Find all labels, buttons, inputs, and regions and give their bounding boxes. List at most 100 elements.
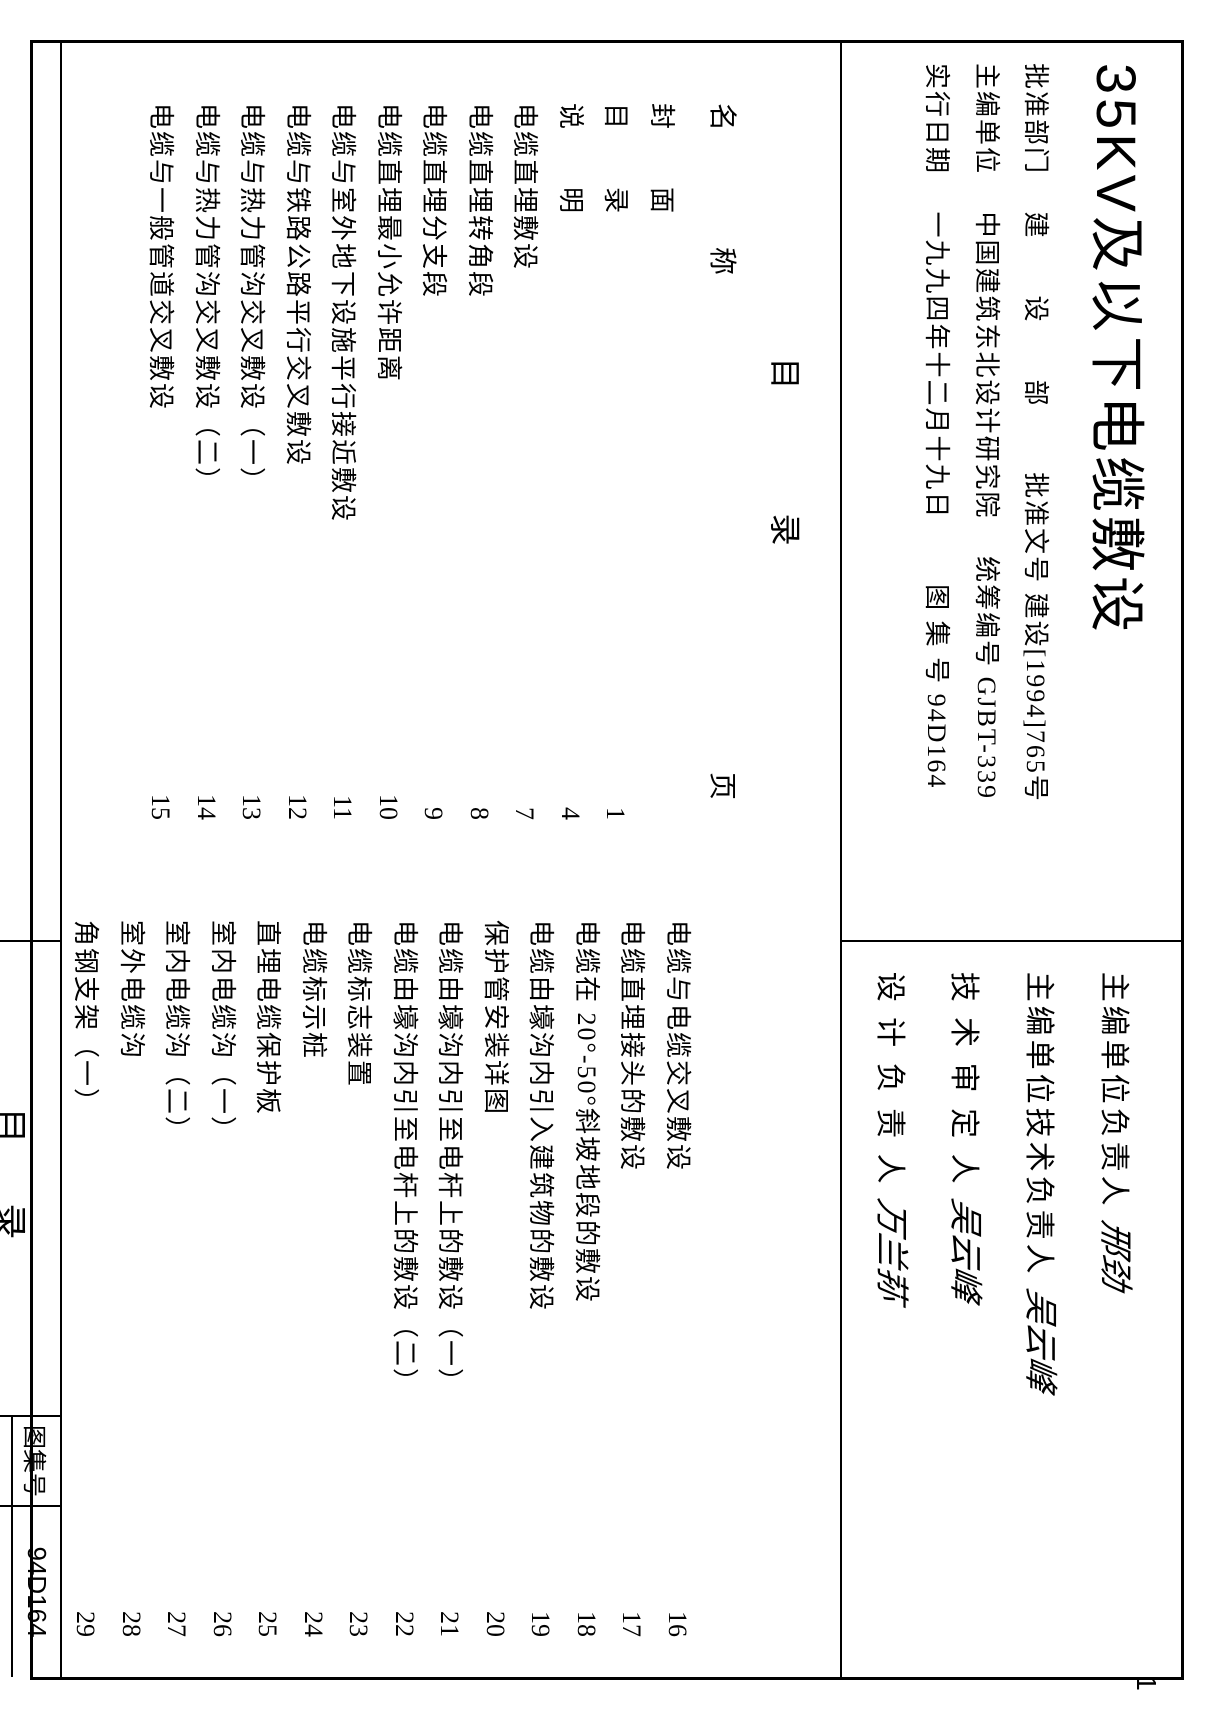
toc-item-label: 电缆由壕沟内引至电杆上的敷设（一） — [427, 920, 473, 1396]
footer-atlas-val: 94D164 — [13, 1507, 60, 1677]
footer-spacer — [0, 43, 60, 942]
toc-left-list: 封 面目 录 1 说 明 4电缆直埋敷设7电缆直埋转角段 8 电缆直埋分支段 9电缆直埋最小… — [138, 103, 684, 820]
toc-item-label: 电缆与一般管道交叉敷设 — [138, 103, 184, 411]
sig3-label: 技 术 审 定 人 — [947, 971, 980, 1187]
approve-no-label: 批准文号 — [1021, 472, 1050, 584]
toc-item-page: 7 — [502, 807, 548, 820]
toc-item-page: 19 — [518, 1611, 564, 1637]
toc-item-page: 14 — [183, 794, 229, 820]
toc-item-label: 封 面 — [638, 103, 684, 215]
approve-dept: 建 设 部 — [1021, 211, 1050, 407]
toc-item-label: 室外电缆沟 — [108, 920, 154, 1060]
toc-row: 电缆标示桩24 — [290, 920, 336, 1637]
toc-item-label: 电缆直埋接头的敷设 — [609, 920, 655, 1172]
toc-item-page: 25 — [245, 1611, 291, 1637]
footer-codes: 图集号 94D164 页 1 — [0, 1417, 60, 1677]
toc-row: 电缆直埋最小允许距离10 — [365, 103, 411, 820]
series-no-label: 统筹编号 — [972, 556, 1001, 668]
outer-page-number: 1 — [1130, 1675, 1162, 1691]
exec-date: 一九九四年十二月十九日 — [922, 211, 951, 519]
sig2-label: 主编单位技术负责人 — [1022, 971, 1055, 1277]
toc-item-page: 13 — [229, 794, 275, 820]
toc-item-label: 直埋电缆保护板 — [245, 920, 291, 1116]
toc-item-page: 28 — [108, 1611, 154, 1637]
toc-item-page: 4 — [547, 807, 593, 820]
toc-row: 电缆直埋转角段 8 — [456, 103, 502, 820]
toc-item-page: 21 — [427, 1611, 473, 1637]
footer-page-val: 1 — [0, 1507, 11, 1677]
toc-item-label: 目 录 — [593, 103, 639, 215]
title-block: 35KV及以下电缆敷设 批准部门 建 设 部 批准文号 建设[1994]765号… — [842, 43, 1181, 942]
toc-right-column: 电缆与电缆交叉敷设16电缆直埋接头的敷设17电缆在 20°-50°斜坡地段的敷设… — [62, 860, 840, 1677]
toc-item-page: 17 — [609, 1611, 655, 1637]
toc-item-label: 室内电缆沟（一） — [199, 920, 245, 1144]
toc-item-label: 电缆直埋转角段 — [456, 103, 502, 299]
toc-row: 电缆由壕沟内引至电杆上的敷设（一） 21 — [427, 920, 473, 1637]
toc-item-label: 角钢支架（一） — [63, 920, 109, 1116]
toc-row: 室外电缆沟 28 — [108, 920, 154, 1637]
toc-item-page: 18 — [563, 1611, 609, 1637]
sig-line-3: 技 术 审 定 人 吴云峰 — [927, 971, 1002, 1656]
toc-row: 电缆与铁路公路平行交叉敷设12 — [274, 103, 320, 820]
toc-item-page: 11 — [320, 794, 366, 819]
atlas-no-label: 图 集 号 — [922, 584, 951, 685]
exec-date-label: 实行日期 — [922, 63, 951, 175]
toc-item-page: 9 — [411, 807, 457, 820]
toc-item-label: 说 明 — [547, 103, 593, 215]
toc-row: 电缆直埋接头的敷设 17 — [609, 920, 655, 1637]
toc-item-page: 1 — [593, 807, 639, 820]
footer-page-label: 页 — [0, 1417, 11, 1507]
toc-row: 电缆与热力管沟交叉敷设（二） 14 — [183, 103, 229, 820]
sig1-label: 主编单位负责人 — [1097, 971, 1130, 1209]
signature-block: 主编单位负责人 邢劲 主编单位技术负责人 吴云峰 技 术 审 定 人 吴云峰 设… — [842, 941, 1181, 1676]
toc-item-page: 12 — [274, 794, 320, 820]
toc-body: 目 录 名 称 页 封 面目 录 1 说 明 4电缆直埋敷设7电缆直埋转角段 8 电缆直埋… — [60, 43, 840, 1677]
toc-item-page: 16 — [654, 1611, 700, 1637]
toc-item-label: 电缆与热力管沟交叉敷设（一） — [229, 103, 275, 495]
toc-column-header: 名 称 页 — [704, 103, 744, 820]
toc-item-page: 23 — [336, 1611, 382, 1637]
col-name-label: 名 称 — [704, 103, 744, 295]
toc-item-page: 24 — [290, 1611, 336, 1637]
toc-row: 电缆直埋分支段 9 — [411, 103, 457, 820]
toc-item-page: 10 — [365, 794, 411, 820]
footer-atlas-row: 图集号 94D164 — [11, 1417, 60, 1677]
toc-row: 电缆与一般管道交叉敷设15 — [138, 103, 184, 820]
sig4-label: 设 计 负 责 人 — [873, 971, 906, 1187]
toc-row: 电缆由壕沟内引至电杆上的敷设（二）22 — [381, 920, 427, 1637]
toc-row: 封 面 — [638, 103, 684, 820]
toc-left-column: 目 录 名 称 页 封 面目 录 1 说 明 4电缆直埋敷设7电缆直埋转角段 8 电缆直埋… — [62, 43, 840, 860]
toc-row: 电缆直埋敷设7 — [502, 103, 548, 820]
toc-row: 电缆由壕沟内引入建筑物的敷设19 — [518, 920, 564, 1637]
header-row: 35KV及以下电缆敷设 批准部门 建 设 部 批准文号 建设[1994]765号… — [840, 43, 1181, 1677]
toc-item-page: 8 — [456, 807, 502, 820]
toc-row: 说 明 4 — [547, 103, 593, 820]
toc-right-list: 电缆与电缆交叉敷设16电缆直埋接头的敷设17电缆在 20°-50°斜坡地段的敷设… — [63, 920, 700, 1637]
toc-item-page: 20 — [472, 1611, 518, 1637]
sig-line-1: 主编单位负责人 邢劲 — [1076, 971, 1151, 1656]
toc-row: 目 录 1 — [593, 103, 639, 820]
toc-row: 角钢支架（一）29 — [63, 920, 109, 1637]
approve-no: 建设[1994]765号 — [1021, 592, 1050, 802]
toc-row: 电缆与热力管沟交叉敷设（一） 13 — [229, 103, 275, 820]
editor-unit: 中国建筑东北设计研究院 — [972, 211, 1001, 519]
document-page: 35KV及以下电缆敷设 批准部门 建 设 部 批准文号 建设[1994]765号… — [30, 40, 1184, 1680]
toc-item-label: 电缆直埋分支段 — [411, 103, 457, 299]
footer-main: 目录 图集号 94D164 页 1 — [0, 941, 60, 1676]
toc-item-label: 电缆与热力管沟交叉敷设（二） — [183, 103, 229, 495]
editor-unit-label: 主编单位 — [972, 63, 1001, 175]
toc-item-label: 电缆与室外地下设施平行接近敷设 — [320, 103, 366, 523]
footer-row: 目录 图集号 94D164 页 1 — [0, 43, 60, 1677]
sig2-signature: 吴云峰 — [1001, 1282, 1076, 1397]
footer-mulu: 目录 — [0, 941, 60, 1416]
toc-row: 电缆与室外地下设施平行接近敷设 11 — [320, 103, 366, 820]
toc-item-label: 保护管安装详图 — [472, 920, 518, 1116]
toc-row: 电缆标志装置23 — [336, 920, 382, 1637]
toc-row: 保护管安装详图 20 — [472, 920, 518, 1637]
approve-dept-label: 批准部门 — [1021, 63, 1050, 175]
toc-row: 直埋电缆保护板 25 — [245, 920, 291, 1637]
toc-item-page: 26 — [199, 1611, 245, 1637]
toc-item-label: 室内电缆沟（二） — [154, 920, 200, 1144]
atlas-no: 94D164 — [922, 693, 951, 789]
toc-item-label: 电缆与电缆交叉敷设 — [654, 920, 700, 1172]
